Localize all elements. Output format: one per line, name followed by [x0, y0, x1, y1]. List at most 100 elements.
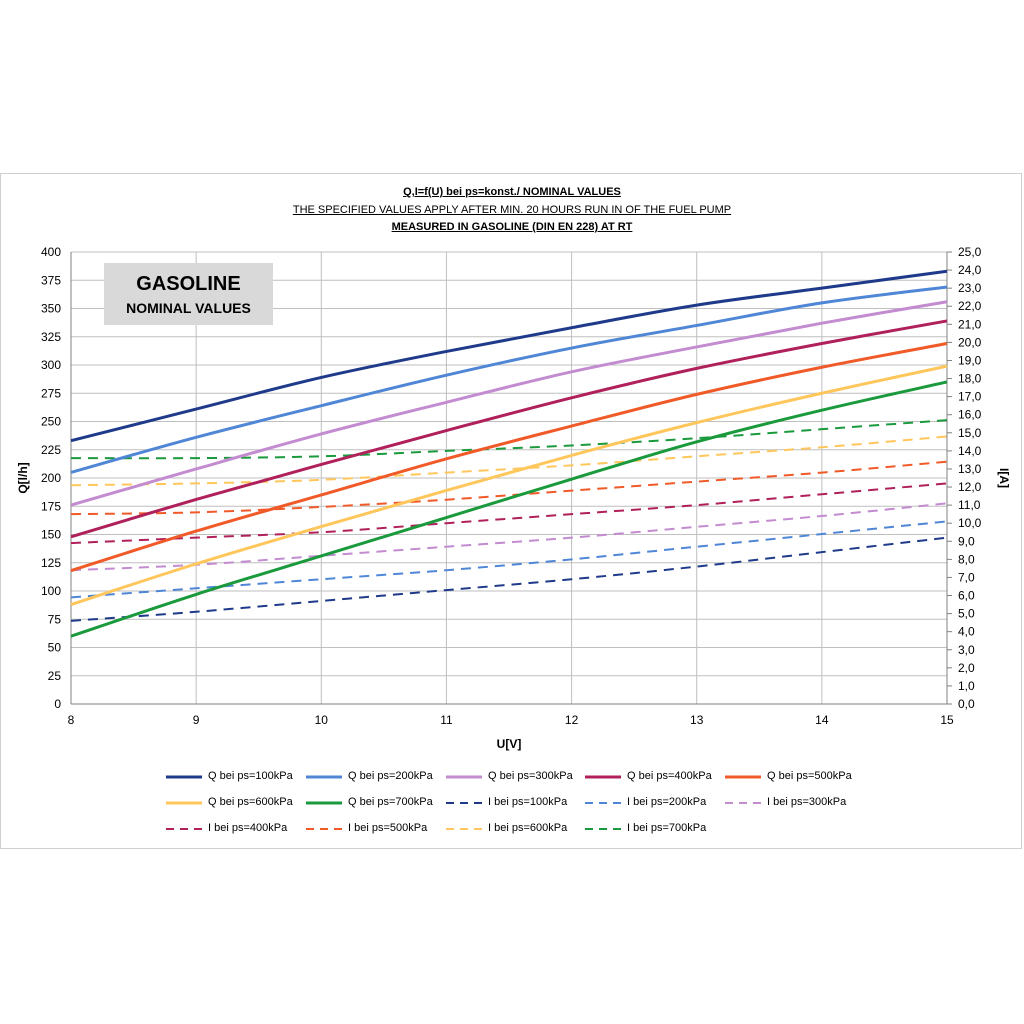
legend-label: Q bei ps=700kPa	[348, 796, 433, 808]
y2-tick-label: 0,0	[958, 697, 975, 711]
y-tick-label: 175	[41, 499, 61, 513]
y2-tick-label: 6,0	[958, 589, 975, 603]
series-line-q-bei-ps-100kpa	[70, 269, 948, 443]
y2-tick-label: 8,0	[958, 552, 975, 566]
legend-swatch	[585, 828, 621, 830]
legend-swatch	[306, 801, 342, 805]
legend-swatch	[446, 828, 482, 830]
legend-label: I bei ps=700kPa	[627, 822, 707, 834]
y-tick-label: 125	[41, 556, 61, 570]
y2-tick-label: 7,0	[958, 570, 975, 584]
y2-tick-label: 9,0	[958, 534, 975, 548]
legend-swatch	[166, 775, 202, 779]
series-line-i-bei-ps-400kpa	[70, 482, 948, 545]
legend-label: Q bei ps=600kPa	[208, 796, 293, 808]
x-tick-label: 10	[315, 713, 329, 727]
y-tick-label: 225	[41, 443, 61, 457]
legend-swatch	[306, 828, 342, 830]
legend-label: I bei ps=600kPa	[488, 822, 568, 834]
legend-swatch	[446, 775, 482, 779]
y2-tick-label: 19,0	[958, 353, 982, 367]
x-tick-label: 8	[68, 713, 75, 727]
y-tick-label: 350	[41, 302, 61, 316]
y-tick-label: 375	[41, 273, 61, 287]
x-tick-label: 13	[690, 713, 704, 727]
legend-label: I bei ps=100kPa	[488, 796, 568, 808]
legend-label: I bei ps=200kPa	[627, 796, 707, 808]
legend-swatch	[585, 775, 621, 779]
legend-swatch	[585, 802, 621, 804]
y-tick-label: 75	[48, 612, 62, 626]
y2-tick-label: 2,0	[958, 661, 975, 675]
y2-tick-label: 14,0	[958, 444, 982, 458]
legend-label: Q bei ps=200kPa	[348, 770, 433, 782]
y2-tick-label: 11,0	[958, 498, 981, 512]
y2-axis-label: I[A]	[997, 468, 1011, 488]
y2-tick-label: 1,0	[958, 679, 975, 693]
y2-tick-label: 13,0	[958, 462, 982, 476]
legend-swatch	[166, 801, 202, 805]
series-line-q-bei-ps-400kpa	[70, 319, 948, 539]
y2-tick-label: 15,0	[958, 426, 982, 440]
chart-frame	[0, 173, 1022, 849]
y2-tick-label: 21,0	[958, 317, 982, 331]
y2-tick-label: 18,0	[958, 372, 982, 386]
series-line-i-bei-ps-300kpa	[70, 502, 948, 572]
series-line-q-bei-ps-700kpa	[70, 380, 948, 638]
legend-label: I bei ps=500kPa	[348, 822, 428, 834]
legend-swatch	[166, 828, 202, 830]
legend-label: Q bei ps=400kPa	[627, 770, 712, 782]
legend-swatch	[306, 775, 342, 779]
y-tick-label: 325	[41, 330, 61, 344]
y-tick-label: 250	[41, 415, 61, 429]
y-tick-label: 50	[48, 641, 62, 655]
legend-label: I bei ps=400kPa	[208, 822, 288, 834]
series-line-i-bei-ps-700kpa	[70, 419, 948, 460]
y2-tick-label: 12,0	[958, 480, 982, 494]
y2-tick-label: 20,0	[958, 335, 982, 349]
legend-label: Q bei ps=100kPa	[208, 770, 293, 782]
gasoline-label-box: GASOLINE NOMINAL VALUES	[104, 263, 273, 325]
chart-subtitle-2: MEASURED IN GASOLINE (DIN EN 228) AT RT	[391, 221, 633, 233]
y-tick-label: 400	[41, 245, 61, 259]
y2-tick-label: 10,0	[958, 516, 982, 530]
series-line-q-bei-ps-500kpa	[70, 342, 948, 573]
y-tick-label: 200	[41, 471, 61, 485]
legend-label: I bei ps=300kPa	[767, 796, 847, 808]
y2-tick-label: 3,0	[958, 643, 975, 657]
series-line-i-bei-ps-200kpa	[70, 520, 948, 599]
y-tick-label: 25	[48, 669, 62, 683]
legend-label: Q bei ps=300kPa	[488, 770, 573, 782]
chart-subtitle: THE SPECIFIED VALUES APPLY AFTER MIN. 20…	[292, 204, 732, 216]
chart-title: Q,I=f(U) bei ps=konst./ NOMINAL VALUES	[403, 186, 621, 198]
legend-swatch	[725, 775, 761, 779]
x-tick-label: 12	[565, 713, 579, 727]
series-line-i-bei-ps-100kpa	[70, 536, 948, 622]
x-tick-label: 15	[940, 713, 954, 727]
series-line-q-bei-ps-300kpa	[70, 300, 948, 507]
y-tick-label: 100	[41, 584, 61, 598]
y2-tick-label: 5,0	[958, 607, 975, 621]
x-tick-label: 9	[193, 713, 200, 727]
y-tick-label: 300	[41, 358, 61, 372]
gasoline-subtitle: NOMINAL VALUES	[126, 300, 251, 316]
series-line-i-bei-ps-600kpa	[70, 435, 948, 487]
y2-tick-label: 23,0	[958, 281, 982, 295]
series-line-q-bei-ps-600kpa	[70, 364, 948, 606]
y-axis-label: Q[l/h]	[16, 462, 30, 493]
y2-tick-label: 25,0	[958, 245, 982, 259]
legend-label: Q bei ps=500kPa	[767, 770, 852, 782]
y2-tick-label: 24,0	[958, 263, 982, 277]
legend-swatch	[446, 802, 482, 804]
y2-tick-label: 17,0	[958, 390, 982, 404]
y-tick-label: 275	[41, 386, 61, 400]
y-tick-label: 150	[41, 528, 61, 542]
series-line-i-bei-ps-500kpa	[70, 460, 948, 516]
x-tick-label: 11	[440, 713, 453, 727]
y2-tick-label: 16,0	[958, 408, 982, 422]
series-line-q-bei-ps-200kpa	[70, 285, 948, 474]
gasoline-title: GASOLINE	[136, 273, 241, 295]
legend-swatch	[725, 802, 761, 804]
y-tick-label: 0	[54, 697, 61, 711]
